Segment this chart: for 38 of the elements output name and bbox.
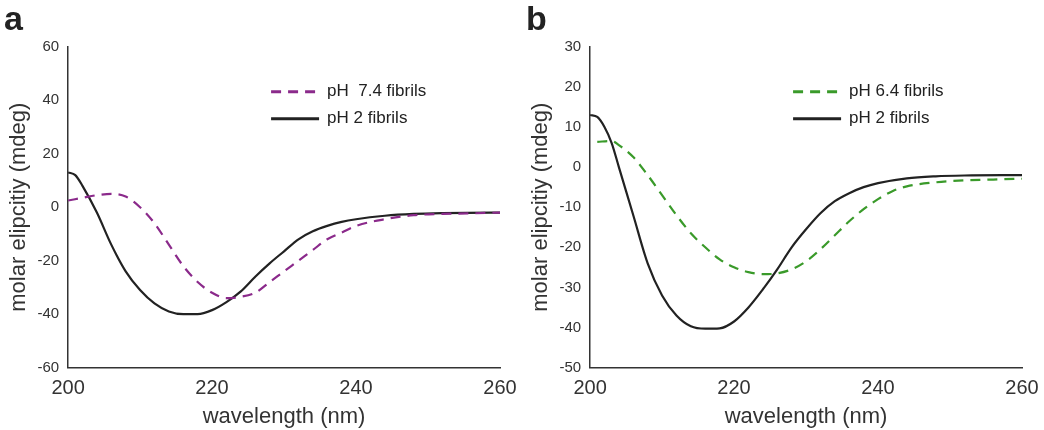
y-tick-label: 20 [42,143,60,161]
x-axis-title: wavelength (nm) [201,402,366,428]
y-tick-label: -20 [559,237,582,255]
y-axis-title: molar elipcitiy (mdeg) [527,102,553,312]
legend-label: pH 2 fibrils [849,108,930,128]
y-tick-label: 60 [42,36,60,54]
x-axis-title: wavelength (nm) [723,402,888,428]
y-tick-label: -40 [559,317,582,335]
y-tick-label: 10 [564,117,582,135]
x-tick-label: 240 [339,376,373,399]
y-tick-label: -40 [37,304,60,322]
x-tick-label: 260 [483,376,517,399]
y-tick-label: 30 [564,36,582,54]
y-axis-title: molar elipcitiy (mdeg) [5,102,31,312]
y-tick-label: -20 [37,250,60,268]
x-tick-label: 260 [1005,376,1039,399]
y-tick-label: 0 [50,197,60,215]
y-tick-label: 20 [564,77,582,95]
x-tick-label: 220 [195,376,229,399]
line-series [68,192,500,300]
chart-title: b [526,0,547,37]
y-tick-label: 40 [42,90,60,108]
line-series [590,113,1022,330]
y-tick-label: 0 [572,157,582,175]
x-tick-label: 240 [861,376,895,399]
y-tick-label: -10 [559,197,582,215]
x-tick-label: 200 [51,376,85,399]
legend-label: pH 7.4 fibrils [327,81,427,101]
y-tick-label: -60 [37,357,60,375]
line-series [68,171,500,316]
legend-label: pH 6.4 fibrils [849,81,944,101]
y-tick-label: -50 [559,357,582,375]
line-series [596,139,1022,276]
x-tick-label: 220 [717,376,751,399]
x-tick-label: 200 [573,376,607,399]
chart-title: a [4,0,24,37]
y-tick-label: -30 [559,277,582,295]
legend-label: pH 2 fibrils [327,108,408,128]
